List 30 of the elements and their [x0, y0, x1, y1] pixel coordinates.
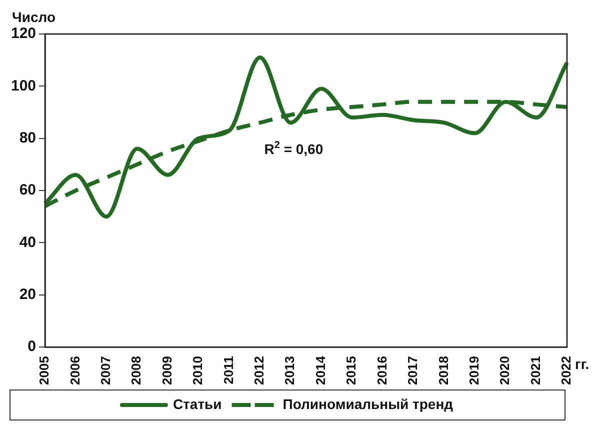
- x-tick-label: 2012: [252, 356, 267, 385]
- x-tick-label: 2011: [220, 356, 236, 384]
- y-tick-label: 80: [19, 130, 36, 146]
- x-tick-label: 2010: [190, 356, 206, 385]
- x-tick-label: 2008: [128, 356, 144, 385]
- x-tick-label: 2015: [344, 356, 359, 385]
- legend-label: Полиномиальный тренд: [282, 396, 454, 412]
- x-tick-label: 2018: [436, 356, 451, 385]
- x-tick-label: 2005: [36, 356, 52, 385]
- x-tick-label: 2021: [528, 356, 543, 385]
- y-tick-label: 40: [19, 234, 36, 251]
- x-axis-title: гг.: [575, 356, 590, 372]
- x-tick-label: 2007: [98, 356, 114, 385]
- y-tick-label: 120: [10, 25, 36, 42]
- legend-label: Статьи: [172, 396, 222, 412]
- x-tick-label: 2017: [405, 356, 420, 385]
- x-tick-label: 2009: [159, 356, 174, 385]
- y-tick-label: 60: [19, 182, 36, 199]
- y-axis-title: Число: [12, 9, 56, 25]
- y-tick-label: 100: [10, 77, 36, 94]
- x-tick-label: 2022: [558, 356, 574, 385]
- x-tick-label: 2014: [312, 355, 328, 385]
- x-tick-label: 2020: [497, 356, 512, 385]
- x-tick-label: 2013: [282, 356, 298, 385]
- y-tick-label: 0: [28, 338, 36, 356]
- x-tick-label: 2016: [374, 356, 390, 385]
- x-tick-label: 2019: [466, 356, 482, 385]
- line-series: [43, 55, 569, 219]
- x-tick-label: 2006: [67, 356, 82, 385]
- y-tick-label: 20: [19, 286, 36, 304]
